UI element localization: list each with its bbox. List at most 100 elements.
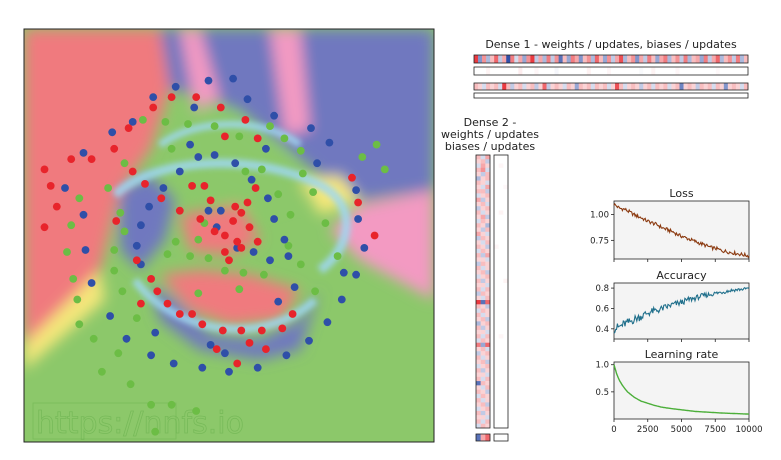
dense2-weight-updates-cell bbox=[503, 240, 509, 245]
dense2-weight-updates-cell bbox=[494, 274, 499, 279]
dense2-weight-updates-cell bbox=[494, 346, 499, 352]
point-green bbox=[257, 165, 266, 174]
dense1-cell bbox=[502, 55, 507, 63]
dense2-weights-cell bbox=[476, 261, 481, 267]
point-blue bbox=[305, 336, 313, 345]
dense1-cell bbox=[546, 93, 551, 98]
watermark: https://nnfs.io bbox=[36, 406, 244, 441]
point-green bbox=[167, 144, 176, 153]
point-green bbox=[67, 221, 76, 230]
point-green bbox=[116, 208, 125, 217]
dense1-cell bbox=[655, 55, 660, 63]
dense2-weight-updates-cell bbox=[498, 321, 504, 326]
dense1-cell bbox=[518, 67, 523, 75]
dense1-cell bbox=[570, 93, 576, 98]
dense1-cell bbox=[538, 83, 543, 90]
point-green bbox=[110, 246, 119, 254]
dense1-cell bbox=[510, 55, 515, 63]
dense2-weights-cell bbox=[476, 184, 481, 190]
dense1-cell bbox=[671, 93, 676, 98]
point-green bbox=[286, 210, 295, 219]
point-blue bbox=[325, 138, 334, 147]
dense2-weights-cell bbox=[485, 282, 491, 288]
dense2-weight-updates-cell bbox=[494, 257, 499, 262]
learning-rate-line bbox=[613, 364, 749, 415]
data-points bbox=[40, 74, 389, 436]
dense1-cell bbox=[538, 67, 543, 75]
dense2-weights-cell bbox=[476, 364, 481, 369]
loss-plot-area bbox=[613, 200, 750, 260]
point-blue bbox=[81, 246, 90, 254]
dense2-weights-cell bbox=[480, 389, 486, 395]
dense1-cell bbox=[542, 55, 547, 63]
dense2-weights-cell bbox=[476, 372, 481, 378]
dense2-weight-updates-cell bbox=[498, 231, 504, 237]
learning-rate-ytick-label: 1.0 bbox=[595, 361, 609, 371]
dense2-weight-updates-cell bbox=[498, 346, 504, 352]
dense1-cell bbox=[631, 83, 636, 90]
dense1-cell bbox=[486, 83, 491, 90]
dense2-weights-cell bbox=[480, 167, 486, 173]
dense1-cell bbox=[490, 67, 495, 75]
learning-rate-xtick-label: 5000 bbox=[671, 425, 693, 435]
dense1-cell bbox=[522, 83, 527, 90]
dense1-cell bbox=[715, 55, 721, 63]
point-blue bbox=[216, 206, 225, 215]
point-green bbox=[120, 159, 129, 168]
dense2-weight-updates-cell bbox=[503, 197, 509, 203]
dense1-cell bbox=[594, 55, 600, 63]
dense2-weight-updates-cell bbox=[503, 274, 509, 279]
point-green bbox=[239, 268, 248, 277]
dense2-bias-updates-cell bbox=[494, 434, 499, 441]
dense2-weights-cell bbox=[485, 261, 491, 267]
dense2-weight-updates-cell bbox=[494, 184, 499, 190]
dense2-weight-updates-cell bbox=[494, 321, 499, 326]
dense2-weights-cell bbox=[476, 295, 481, 301]
dense2-weights-cell bbox=[476, 282, 481, 288]
dense2-weight-updates-cell bbox=[494, 282, 499, 288]
dense2-weight-updates-cell bbox=[494, 415, 499, 420]
point-blue bbox=[151, 328, 160, 337]
dense2-weights-cell bbox=[480, 423, 486, 429]
dense1-cell bbox=[606, 67, 612, 75]
dense1-cell bbox=[558, 67, 563, 75]
point-red bbox=[241, 116, 250, 124]
dense1-cell bbox=[691, 67, 696, 75]
dense2-weights-cell bbox=[480, 321, 486, 326]
dense2-weights-cell bbox=[476, 244, 481, 250]
point-red bbox=[225, 256, 233, 265]
dense2-weight-updates-cell bbox=[503, 359, 509, 365]
dense2-weight-updates-cell bbox=[498, 206, 504, 211]
dense2-biases-cell bbox=[480, 434, 486, 441]
dense1-cell bbox=[675, 83, 680, 90]
point-red bbox=[221, 231, 229, 240]
dense1-cell bbox=[647, 93, 652, 98]
dense1-cell bbox=[643, 55, 648, 63]
dense1-cell bbox=[647, 67, 652, 75]
dense2-weights-cell bbox=[476, 312, 481, 318]
point-green bbox=[235, 132, 244, 141]
point-blue bbox=[225, 367, 233, 376]
dense1-cell bbox=[566, 67, 572, 75]
dense2-weights-cell bbox=[476, 321, 481, 326]
point-green bbox=[104, 184, 112, 192]
point-blue bbox=[221, 349, 229, 358]
dense2-weights-cell bbox=[480, 159, 486, 164]
dense2-weight-updates-cell bbox=[494, 342, 499, 348]
dense1-cell bbox=[667, 93, 672, 98]
dense2-weight-updates-cell bbox=[503, 291, 509, 296]
dense2-weights-cell bbox=[480, 342, 486, 348]
dense1-cell bbox=[538, 55, 543, 63]
dense2-weights-cell bbox=[485, 201, 491, 207]
dense1-title: Dense 1 - weights / updates, biases / up… bbox=[485, 38, 737, 51]
dense2-weights-cell bbox=[485, 389, 491, 395]
dense1-cell bbox=[615, 55, 620, 63]
point-green bbox=[241, 167, 250, 176]
dense2-weight-updates-cell bbox=[503, 376, 509, 382]
dense2-weights-cell bbox=[485, 406, 491, 412]
dense2-biases-cell bbox=[485, 434, 491, 441]
dense2-biases-frame bbox=[475, 433, 491, 442]
dense1-cell bbox=[731, 55, 737, 63]
point-blue bbox=[231, 159, 240, 168]
dense2-weight-updates-cell bbox=[503, 351, 509, 356]
